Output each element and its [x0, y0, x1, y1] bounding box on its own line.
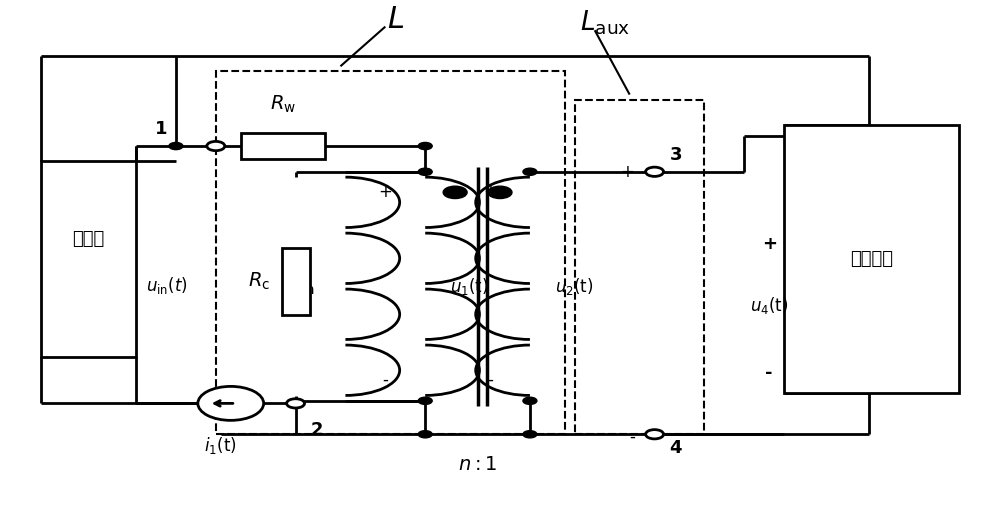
Text: 3: 3 — [670, 146, 682, 164]
Circle shape — [646, 429, 664, 439]
Circle shape — [287, 399, 305, 408]
Circle shape — [523, 430, 537, 438]
Text: 测量仪器: 测量仪器 — [850, 250, 893, 268]
Circle shape — [418, 397, 432, 405]
Bar — [41, 162, 136, 357]
Text: $i_1(\rm t)$: $i_1(\rm t)$ — [204, 435, 237, 456]
Bar — [575, 100, 704, 434]
Text: 4: 4 — [670, 439, 682, 457]
Text: -: - — [629, 428, 635, 446]
Bar — [216, 71, 565, 434]
Text: $\mathit{R}_{\rm w}$: $\mathit{R}_{\rm w}$ — [270, 94, 296, 115]
Bar — [241, 133, 325, 160]
Text: $u_{\rm in}(t)$: $u_{\rm in}(t)$ — [146, 275, 188, 295]
Text: -: - — [382, 371, 388, 389]
Circle shape — [648, 168, 662, 176]
Bar — [784, 125, 959, 393]
Circle shape — [523, 397, 537, 405]
Text: $u_4(\rm t)$: $u_4(\rm t)$ — [750, 295, 789, 316]
Text: +: + — [621, 163, 635, 181]
Text: $\mathit{L}$: $\mathit{L}$ — [387, 6, 404, 34]
Text: 励磁源: 励磁源 — [73, 229, 105, 248]
Text: $n:1$: $n:1$ — [458, 455, 497, 474]
Text: $\mathit{R}_{\rm c}$: $\mathit{R}_{\rm c}$ — [248, 270, 271, 292]
Text: $u_2(\rm t)$: $u_2(\rm t)$ — [555, 276, 593, 297]
Circle shape — [207, 141, 225, 151]
Text: 1: 1 — [155, 120, 167, 138]
Text: +: + — [483, 183, 497, 202]
Circle shape — [646, 167, 664, 177]
Circle shape — [443, 186, 467, 198]
Circle shape — [198, 386, 264, 421]
Circle shape — [418, 168, 432, 176]
Text: +: + — [378, 183, 392, 202]
Text: $u_1(\rm t)$: $u_1(\rm t)$ — [450, 276, 489, 297]
Circle shape — [488, 186, 512, 198]
Text: -: - — [487, 371, 493, 389]
Circle shape — [523, 168, 537, 176]
Circle shape — [418, 142, 432, 150]
Text: -: - — [766, 364, 773, 381]
Text: $\mathit{L}_{\rm m}$: $\mathit{L}_{\rm m}$ — [290, 276, 316, 297]
Circle shape — [169, 142, 183, 150]
Circle shape — [418, 430, 432, 438]
Text: +: + — [762, 235, 777, 253]
Text: 2: 2 — [311, 422, 323, 439]
Text: $\mathit{L}_{\rm aux}$: $\mathit{L}_{\rm aux}$ — [580, 8, 630, 37]
Bar — [282, 248, 310, 314]
